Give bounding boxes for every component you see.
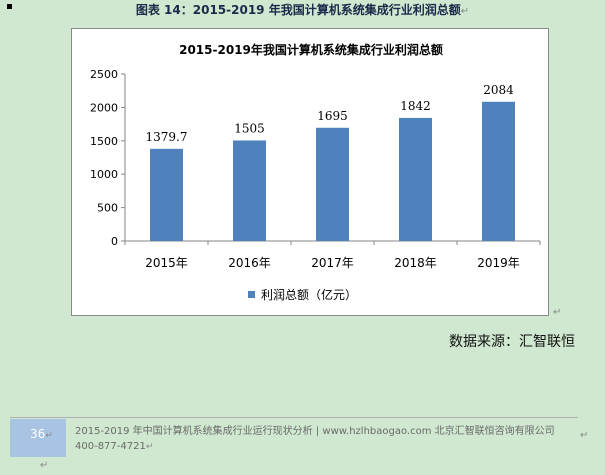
y-tick-label: 1500: [90, 135, 118, 148]
bar: [150, 148, 183, 241]
legend-swatch: [248, 291, 255, 298]
bar-data-label: 1379.7: [146, 130, 188, 144]
y-tick-label: 2000: [90, 101, 118, 114]
y-tick-label: 1000: [90, 168, 118, 181]
bar: [482, 101, 515, 241]
data-source: 数据来源：汇智联恒: [449, 334, 575, 350]
footer-side-return-mark: ↵: [580, 430, 589, 441]
chart-container: 2015-2019年我国计算机系统集成行业利润总额 0 500 1000 1500 20…: [71, 28, 549, 316]
bar: [316, 127, 349, 241]
bar-chart: 2015-2019年我国计算机系统集成行业利润总额 0 500 1000 1500 20…: [90, 42, 541, 302]
footer-description: 2015-2019 年中国计算机系统集成行业运行现状分析 | www.hzlhb…: [75, 426, 555, 452]
figure-caption: 图表 14：2015-2019 年我国计算机系统集成行业利润总额↵: [0, 1, 605, 18]
chart-title: 2015-2019年我国计算机系统集成行业利润总额: [179, 42, 443, 57]
bar-data-label: 1842: [400, 99, 431, 113]
x-category-label: 2019年: [477, 256, 520, 270]
x-category-label: 2016年: [228, 256, 271, 270]
footer-divider: [10, 417, 578, 418]
bar: [233, 140, 266, 241]
page-number-box: 36↵: [10, 419, 66, 457]
bottom-return-mark: ↵: [40, 460, 49, 471]
y-tick-label: 0: [111, 235, 118, 248]
y-tick-label: 500: [97, 202, 118, 215]
bar-data-label: 2084: [483, 83, 514, 97]
caption-return-mark: ↵: [460, 6, 470, 17]
caption-text: 图表 14：2015-2019 年我国计算机系统集成行业利润总额: [135, 3, 461, 17]
bullet-marker: [7, 4, 12, 9]
page-return-mark: ↵: [45, 431, 53, 441]
footer-return-mark: ↵: [145, 442, 154, 452]
bar-data-label: 1695: [317, 109, 348, 123]
x-category-label: 2015年: [145, 256, 188, 270]
x-category-label: 2017年: [311, 256, 354, 270]
x-category-label: 2018年: [394, 256, 437, 270]
page-number: 36: [30, 427, 46, 441]
bar: [399, 117, 432, 241]
y-tick-label: 2500: [90, 68, 118, 81]
legend-label: 利润总额（亿元）: [261, 287, 357, 302]
bar-data-label: 1505: [234, 121, 265, 135]
chart-end-return-mark: ↵: [553, 307, 562, 318]
footer-text: 2015-2019 年中国计算机系统集成行业运行现状分析 | www.hzlhb…: [75, 424, 580, 455]
